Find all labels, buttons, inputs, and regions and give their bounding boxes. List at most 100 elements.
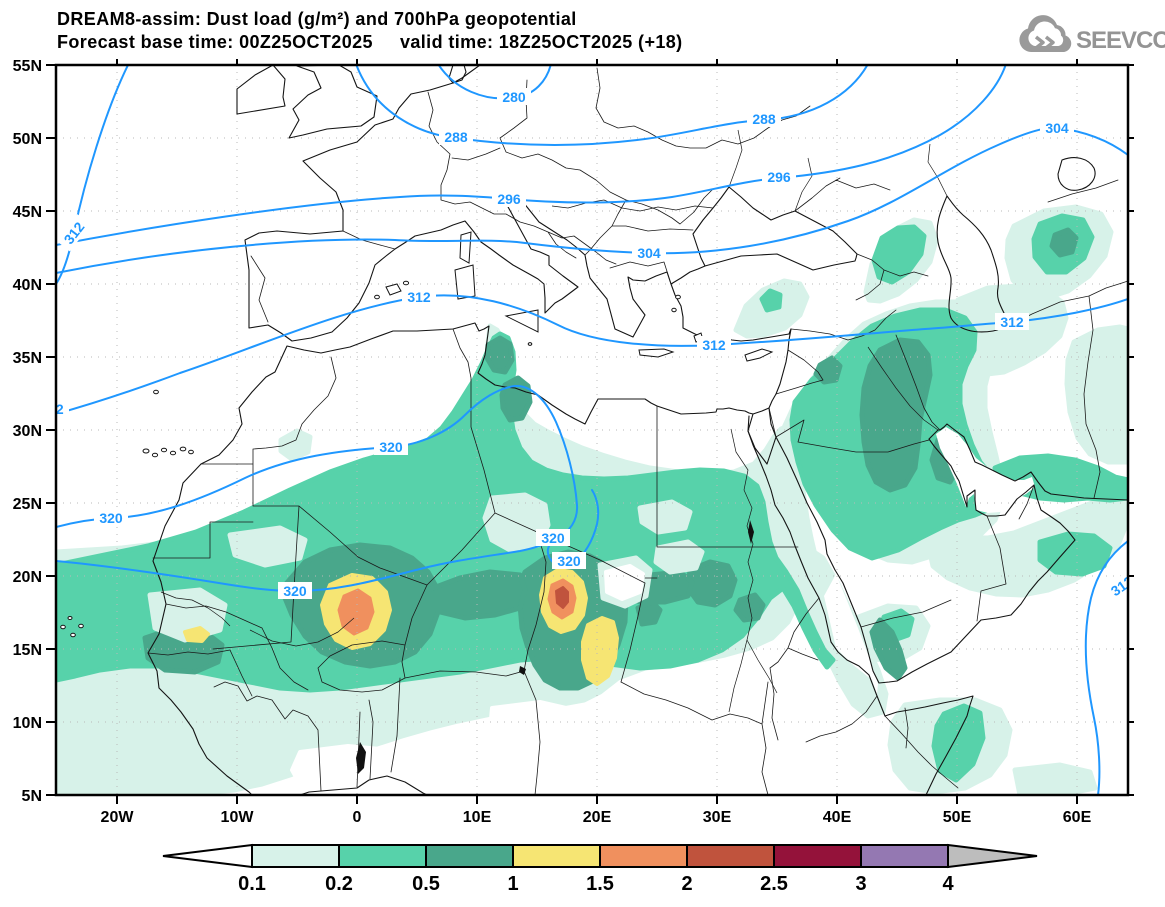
contour-label-bg — [536, 529, 570, 546]
contour-320-south — [56, 539, 554, 592]
y-axis-label: 25N — [13, 496, 42, 513]
contour-label-bg — [497, 88, 531, 105]
contour-label: 312 — [697, 336, 731, 353]
contour-label-value: 320 — [557, 553, 581, 569]
contour-280 — [437, 65, 552, 100]
contour-label-bg — [492, 190, 526, 207]
colorbar-label: 1.5 — [586, 873, 614, 895]
y-axis-label: 40N — [13, 277, 42, 294]
contour-label-value: 304 — [637, 245, 661, 261]
contour-312-nw — [56, 65, 129, 285]
contour-labels: 312 280 288 288 296 296 304 304 312 312 312 312 312 3… — [40, 88, 1128, 603]
colorbar-segment — [425, 844, 514, 868]
coast-arabia — [775, 423, 1128, 684]
contour-label-bg — [762, 168, 796, 185]
contour-296 — [56, 65, 1007, 246]
x-axis-label: 20W — [101, 809, 135, 826]
colorbar-label: 0.1 — [238, 873, 266, 895]
contour-288 — [355, 65, 869, 146]
colorbar-segment — [338, 844, 427, 868]
seevccc-logo: SEEVCCC — [1019, 15, 1165, 54]
contour-label: 312 — [40, 400, 69, 417]
canary-islands — [142, 446, 194, 458]
colorbar-label: 2 — [681, 873, 692, 895]
colorbar-label: 0.5 — [412, 873, 440, 895]
contour-312-east — [1084, 540, 1128, 795]
cape-verde-islands — [60, 616, 84, 638]
coast-europe-med — [244, 65, 858, 342]
y-axis-label: 50N — [13, 131, 42, 148]
contour-label-bg — [552, 552, 586, 569]
contour-label: 320 — [94, 509, 128, 526]
x-axis-label: 30E — [703, 809, 732, 826]
y-axis-label: 10N — [13, 715, 42, 732]
colorbar-label: 0.2 — [325, 873, 353, 895]
contour-label-bg — [278, 582, 312, 599]
contour-label: 312 — [402, 288, 436, 305]
y-axis-label: 15N — [13, 642, 42, 659]
y-axis-label: 55N — [13, 58, 42, 75]
y-axis-label: 20N — [13, 569, 42, 586]
dust-inner-pockets — [147, 492, 705, 643]
island-crete — [638, 348, 675, 358]
colorbar-label: 4 — [942, 873, 954, 895]
y-axis-label: 45N — [13, 204, 42, 221]
island-madeira — [153, 389, 159, 395]
colorbar-segment — [773, 844, 862, 868]
colorbar-label: 3 — [855, 873, 866, 895]
contour-label-value: 320 — [541, 530, 565, 546]
contour-label-value: 280 — [502, 89, 526, 105]
contour-label-bg — [56, 400, 69, 417]
colorbar-segment — [686, 844, 775, 868]
coast-turkey-africa — [147, 283, 792, 795]
map-area: 312 280 288 288 296 296 304 304 312 312 312 312 312 3… — [40, 65, 1128, 795]
contour-label-bg — [747, 110, 781, 127]
contour-label-bg — [94, 509, 128, 526]
x-axis-label: 40E — [823, 809, 852, 826]
x-axis-label: 50E — [943, 809, 972, 826]
chevrons-icon — [1034, 35, 1055, 50]
contour-label: 280 — [497, 88, 531, 105]
contour-label: 320 — [374, 438, 408, 455]
island-cyprus — [744, 348, 774, 362]
y-axis-label: 5N — [22, 788, 42, 805]
geopotential-contours — [56, 65, 1128, 795]
colorbar-segment — [251, 844, 340, 868]
x-axis-label: 10W — [221, 809, 255, 826]
dust-patch-yellow — [581, 616, 619, 686]
contour-label-value: 320 — [283, 583, 307, 599]
coast-guinea-gulf — [299, 775, 428, 795]
hotspot-mali-orange — [337, 588, 375, 636]
contour-label: 304 — [1040, 119, 1074, 136]
island-sicily — [504, 309, 539, 333]
lake-volta — [356, 742, 366, 774]
dust-holes — [290, 700, 573, 795]
contour-label-bg — [439, 128, 473, 145]
contour-304 — [56, 126, 1128, 274]
contour-label-value: 312 — [1000, 314, 1024, 330]
gridlines — [56, 65, 1128, 795]
logo-text: SEEVCCC — [1076, 27, 1165, 54]
contour-label-value: 312 — [407, 289, 431, 305]
contour-label-value: 320 — [379, 439, 403, 455]
colorbar-segment — [599, 844, 688, 868]
contour-312-main — [56, 294, 1128, 415]
contour-label: 312 — [995, 313, 1029, 330]
contour-label-bg — [1102, 568, 1128, 603]
contour-label: 296 — [492, 190, 526, 207]
contour-label: 320 — [552, 552, 586, 569]
axes: 20W 10W 0 10E 20E 30E 40E 50E 60E 55N 50N 45N 40N 35N… — [13, 58, 1134, 826]
contour-label-value: 288 — [752, 111, 776, 127]
x-axis-label: 0 — [353, 809, 362, 826]
contour-label: 304 — [632, 244, 666, 261]
colorbar-label: 2.5 — [760, 873, 788, 895]
x-axis-label: 60E — [1063, 809, 1092, 826]
y-axis-label: 30N — [13, 423, 42, 440]
contour-label: 320 — [278, 582, 312, 599]
contour-label-value: 312 — [40, 401, 64, 417]
contour-label-bg — [374, 438, 408, 455]
contour-label-bg — [402, 288, 436, 305]
x-axis-label: 10E — [463, 809, 492, 826]
contour-label-value: 296 — [767, 169, 791, 185]
